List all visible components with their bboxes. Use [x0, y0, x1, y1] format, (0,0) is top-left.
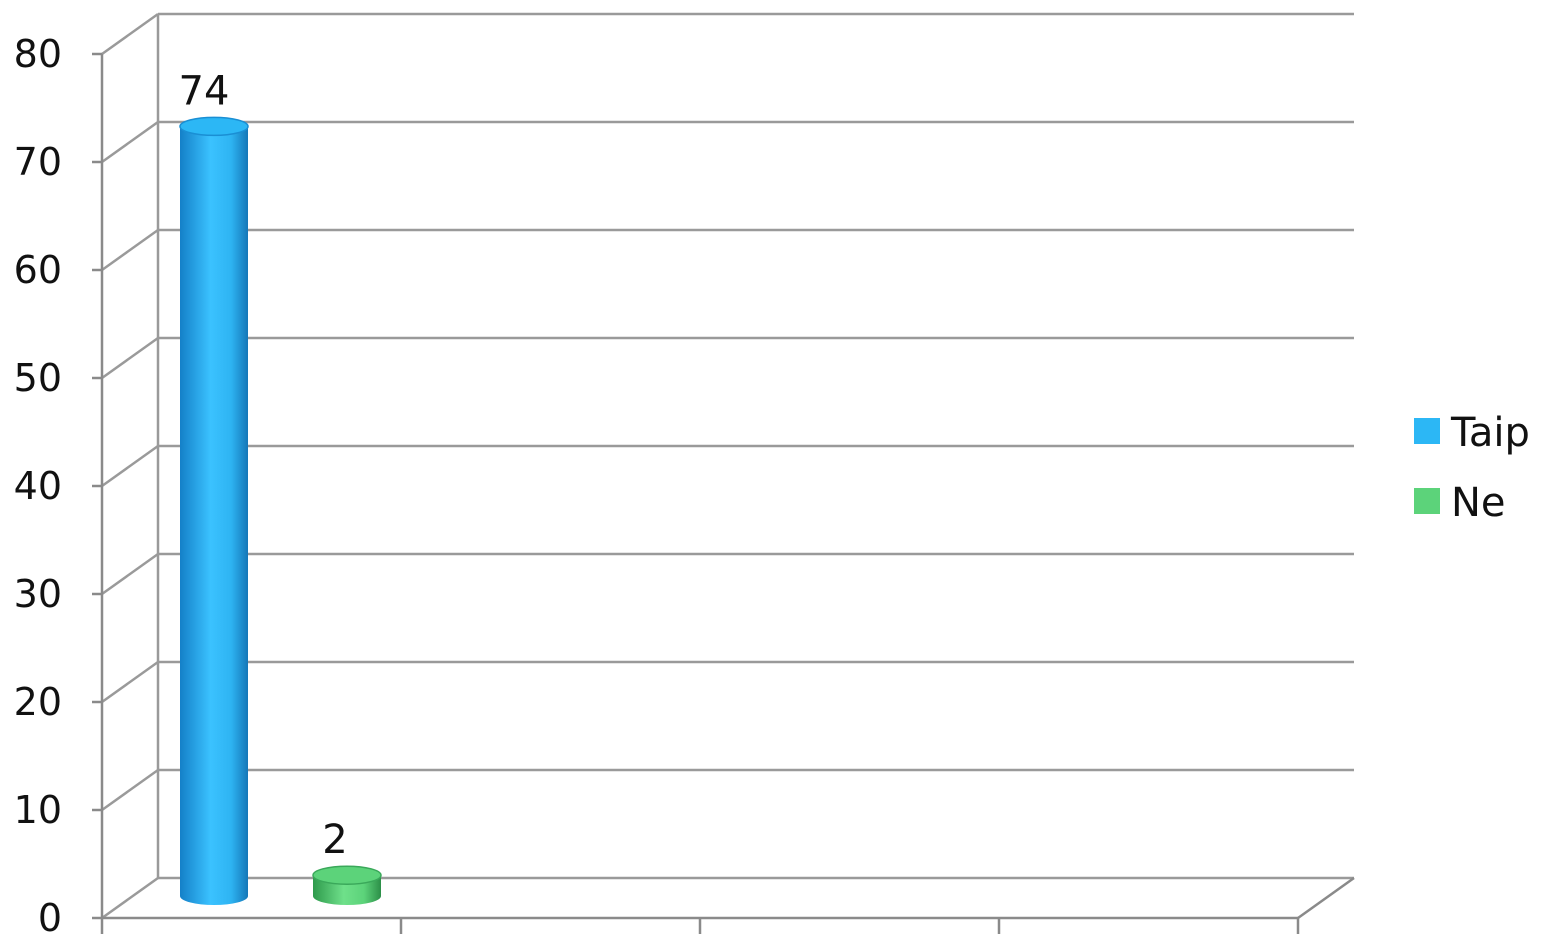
bar-cap [179, 116, 249, 137]
y-axis-ticks: 0 10 20 30 40 50 60 70 80 [14, 32, 102, 939]
y-tick-label: 20 [14, 680, 62, 724]
gridline-side [101, 768, 159, 812]
gridline-side [101, 228, 159, 272]
y-tick-label: 80 [14, 32, 62, 76]
gridline-side [101, 120, 159, 164]
gridline-side [101, 12, 159, 56]
data-label-taip: 74 [179, 68, 230, 114]
bar-body [180, 126, 248, 905]
y-tick-label: 10 [14, 788, 62, 832]
y-tick-label: 60 [14, 248, 62, 292]
gridline-side [101, 660, 159, 704]
bar-cap [312, 865, 382, 885]
data-label-ne: 2 [322, 817, 347, 863]
gridline-side [101, 336, 159, 380]
chart-bars [179, 116, 382, 905]
legend-swatch-ne [1414, 488, 1440, 514]
gridline-side [101, 552, 159, 596]
floor-right-edge [1297, 876, 1355, 920]
legend-label-taip: Taip [1450, 410, 1530, 456]
bar-taip [179, 116, 249, 905]
chart-legend: Taip Ne [1414, 410, 1530, 526]
y-tick-label: 50 [14, 356, 62, 400]
chart-grid [101, 12, 1354, 920]
y-tick-label: 40 [14, 464, 62, 508]
legend-swatch-taip [1414, 418, 1440, 444]
data-labels: 74 2 [179, 68, 348, 863]
gridline-side [101, 876, 159, 920]
y-tick-label: 30 [14, 572, 62, 616]
legend-label-ne: Ne [1451, 480, 1506, 526]
y-tick-label: 70 [14, 140, 62, 184]
chart-axes [100, 14, 1355, 934]
y-tick-label: 0 [38, 896, 62, 939]
bar-ne [312, 865, 382, 905]
gridline-side [101, 444, 159, 488]
